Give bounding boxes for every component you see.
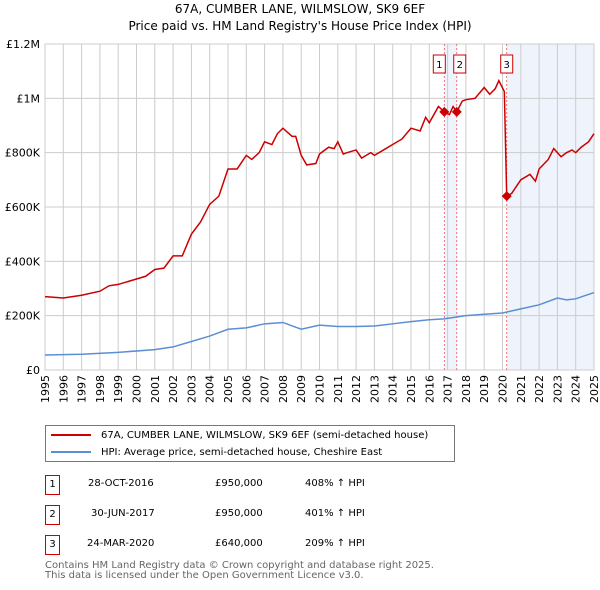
sale-row: 1 28-OCT-2016 £950,000 408% ↑ HPI (45, 475, 465, 495)
x-tick-label: 2007 (259, 375, 272, 403)
chart-subtitle: Price paid vs. HM Land Registry's House … (128, 19, 471, 33)
x-tick-label: 1996 (57, 375, 70, 403)
legend-swatch (51, 434, 91, 436)
sale-badge-box (453, 54, 467, 74)
legend: 67A, CUMBER LANE, WILMSLOW, SK9 6EF (sem… (45, 425, 455, 462)
sale-badge-label: 1 (436, 60, 442, 71)
x-tick-label: 2022 (533, 375, 546, 403)
sale-price: £950,000 (215, 508, 263, 519)
y-tick-label: £200K (5, 310, 41, 323)
x-tick-label: 2011 (332, 375, 345, 403)
footer: Contains HM Land Registry data © Crown c… (45, 561, 434, 581)
sale-marker-badge: 1 (45, 475, 60, 495)
legend-item-hpi: HPI: Average price, semi-detached house,… (46, 444, 382, 460)
x-tick-label: 2012 (350, 375, 363, 403)
x-tick-label: 2005 (222, 375, 235, 403)
legend-swatch (51, 451, 91, 453)
series-line (44, 291, 595, 356)
x-tick-label: 2006 (240, 375, 253, 403)
sale-price: £950,000 (215, 478, 263, 489)
x-tick-label: 2004 (204, 375, 217, 403)
x-tick-label: 2010 (314, 375, 327, 403)
sale-badge-box (432, 54, 446, 74)
x-tick-label: 1997 (76, 375, 89, 403)
x-tick-label: 2009 (295, 375, 308, 403)
x-tick-label: 2003 (185, 375, 198, 403)
x-tick-label: 2014 (387, 375, 400, 403)
sale-marker-badge: 2 (45, 505, 60, 525)
x-tick-label: 2002 (167, 375, 180, 403)
y-tick-label: £800K (5, 147, 41, 160)
x-tick-label: 2025 (588, 375, 600, 403)
sale-date: 28-OCT-2016 (88, 478, 154, 489)
sale-row: 3 24-MAR-2020 £640,000 209% ↑ HPI (45, 535, 465, 555)
y-tick-label: £1M (17, 92, 41, 105)
x-tick-label: 2018 (460, 375, 473, 403)
sale-marker-badge: 3 (45, 535, 60, 555)
sale-point (451, 106, 462, 117)
x-tick-label: 1999 (112, 375, 125, 403)
sale-badge-label: 2 (457, 60, 463, 71)
price-chart: 67A, CUMBER LANE, WILMSLOW, SK9 6EF Pric… (5, 2, 600, 403)
chart-title: 67A, CUMBER LANE, WILMSLOW, SK9 6EF (175, 2, 425, 16)
series-line (44, 78, 595, 299)
x-tick-label: 2008 (277, 375, 290, 403)
sale-badge-label: 3 (504, 60, 510, 71)
x-tick-label: 2016 (423, 375, 436, 403)
sale-hpi: 408% ↑ HPI (305, 478, 365, 489)
legend-label: HPI: Average price, semi-detached house,… (101, 446, 383, 458)
sale-price: £640,000 (215, 538, 263, 549)
y-tick-label: £0 (26, 364, 40, 377)
x-tick-label: 2020 (497, 375, 510, 403)
footer-licence: This data is licensed under the Open Gov… (45, 570, 364, 581)
sale-hpi: 401% ↑ HPI (305, 508, 365, 519)
x-tick-label: 2019 (478, 375, 491, 403)
footer-copyright: Contains HM Land Registry data © Crown c… (45, 560, 434, 571)
x-tick-label: 1995 (39, 375, 52, 403)
x-tick-label: 2023 (551, 375, 564, 403)
y-tick-label: £400K (5, 255, 41, 268)
x-tick-label: 2000 (131, 375, 144, 403)
y-tick-label: £1.2M (6, 38, 40, 51)
x-tick-label: 2015 (405, 375, 418, 403)
legend-item-property: 67A, CUMBER LANE, WILMSLOW, SK9 6EF (sem… (46, 427, 428, 443)
x-tick-label: 2013 (368, 375, 381, 403)
sale-point (439, 106, 450, 117)
x-tick-label: 2017 (442, 375, 455, 403)
x-tick-label: 2021 (515, 375, 528, 403)
legend-label: 67A, CUMBER LANE, WILMSLOW, SK9 6EF (sem… (101, 429, 429, 441)
x-tick-label: 2024 (570, 375, 583, 403)
sale-hpi: 209% ↑ HPI (305, 538, 365, 549)
x-tick-label: 2001 (149, 375, 162, 403)
y-tick-label: £600K (5, 201, 41, 214)
sale-date: 24-MAR-2020 (87, 538, 155, 549)
x-tick-label: 1998 (94, 375, 107, 403)
sale-date: 30-JUN-2017 (91, 508, 155, 519)
sale-badge-box (500, 54, 514, 74)
sale-row: 2 30-JUN-2017 £950,000 401% ↑ HPI (45, 505, 465, 525)
sale-point (501, 191, 512, 202)
